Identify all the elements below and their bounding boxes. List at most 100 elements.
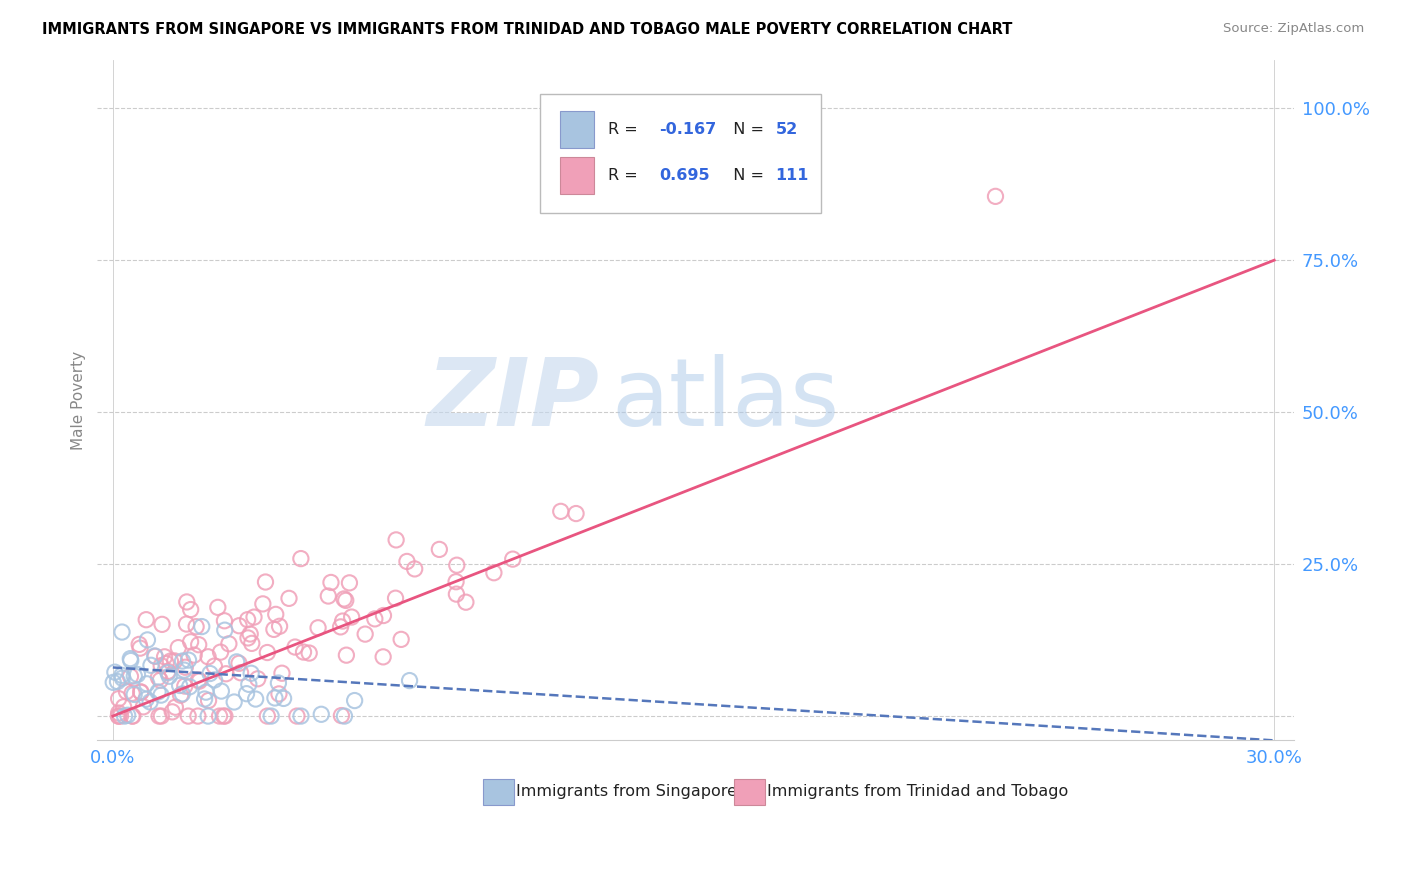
Point <box>335 593 357 607</box>
Point <box>330 708 353 723</box>
Point <box>239 627 262 641</box>
Bar <box>560 157 593 194</box>
FancyBboxPatch shape <box>540 94 821 213</box>
Point <box>339 575 361 590</box>
Point <box>269 619 291 633</box>
Point <box>135 677 157 691</box>
Point <box>240 636 263 650</box>
Text: 111: 111 <box>776 168 808 183</box>
Point <box>172 687 194 701</box>
Point <box>124 669 146 683</box>
Text: 0.695: 0.695 <box>659 168 710 183</box>
Point <box>202 659 225 673</box>
Point <box>267 687 290 701</box>
Point <box>243 610 266 624</box>
Point <box>139 695 162 709</box>
Point <box>384 591 406 606</box>
Point <box>111 671 134 685</box>
Point <box>454 595 477 609</box>
Point <box>146 685 169 699</box>
Point <box>148 709 170 723</box>
Point <box>174 660 197 674</box>
Point <box>218 637 240 651</box>
Point <box>278 591 301 606</box>
Point <box>107 674 129 689</box>
Point <box>446 587 468 601</box>
Text: N =: N = <box>723 122 769 137</box>
Point <box>150 617 173 632</box>
Point <box>187 673 209 687</box>
Point <box>117 708 139 723</box>
Text: atlas: atlas <box>612 354 839 446</box>
Point <box>236 631 259 645</box>
Text: Immigrants from Singapore: Immigrants from Singapore <box>516 784 737 799</box>
Point <box>176 617 198 632</box>
Point <box>194 685 217 699</box>
Point <box>114 709 136 723</box>
Point <box>307 621 329 635</box>
Point <box>120 651 142 665</box>
Text: R =: R = <box>609 168 643 183</box>
Text: R =: R = <box>609 122 643 137</box>
Point <box>290 709 312 723</box>
Point <box>292 645 315 659</box>
Point <box>229 665 252 680</box>
Point <box>236 613 259 627</box>
Point <box>169 688 191 702</box>
Point <box>104 665 127 680</box>
Point <box>139 658 162 673</box>
Point <box>127 667 149 681</box>
Point <box>285 709 308 723</box>
Point <box>129 685 152 699</box>
Point <box>332 614 354 628</box>
Point <box>224 695 246 709</box>
Point <box>252 597 274 611</box>
Point <box>264 690 287 705</box>
Point <box>180 602 202 616</box>
Point <box>214 623 236 637</box>
Point <box>187 709 209 723</box>
Point <box>335 648 357 662</box>
Point <box>214 614 236 628</box>
Point <box>364 612 387 626</box>
Point <box>111 668 134 682</box>
Point <box>107 709 129 723</box>
Point <box>110 709 132 723</box>
Point <box>271 666 294 681</box>
Point <box>149 673 172 688</box>
Point <box>329 620 352 634</box>
Point <box>197 693 219 707</box>
Text: Immigrants from Trinidad and Tobago: Immigrants from Trinidad and Tobago <box>768 784 1069 799</box>
Point <box>444 574 467 589</box>
Point <box>132 699 155 714</box>
Point <box>188 674 211 689</box>
Point <box>150 709 173 723</box>
Point <box>136 632 159 647</box>
Point <box>121 686 143 700</box>
Point <box>115 684 138 698</box>
Point <box>122 687 145 701</box>
Point <box>984 189 1007 203</box>
Point <box>156 665 179 680</box>
Point <box>225 655 247 669</box>
Point <box>176 595 198 609</box>
Point <box>385 533 408 547</box>
Point <box>111 625 134 640</box>
Point <box>209 684 232 698</box>
Point <box>107 706 129 720</box>
Point <box>212 709 235 723</box>
Point <box>173 663 195 677</box>
Point <box>209 645 232 659</box>
Point <box>191 619 214 633</box>
Point <box>120 654 142 668</box>
Point <box>319 575 342 590</box>
Point <box>150 688 173 702</box>
Point <box>245 692 267 706</box>
Point <box>160 705 183 719</box>
Point <box>207 600 229 615</box>
Point <box>263 623 285 637</box>
Point <box>333 591 356 606</box>
Text: IMMIGRANTS FROM SINGAPORE VS IMMIGRANTS FROM TRINIDAD AND TOBAGO MALE POVERTY CO: IMMIGRANTS FROM SINGAPORE VS IMMIGRANTS … <box>42 22 1012 37</box>
Point <box>208 709 231 723</box>
Text: -0.167: -0.167 <box>659 122 717 137</box>
